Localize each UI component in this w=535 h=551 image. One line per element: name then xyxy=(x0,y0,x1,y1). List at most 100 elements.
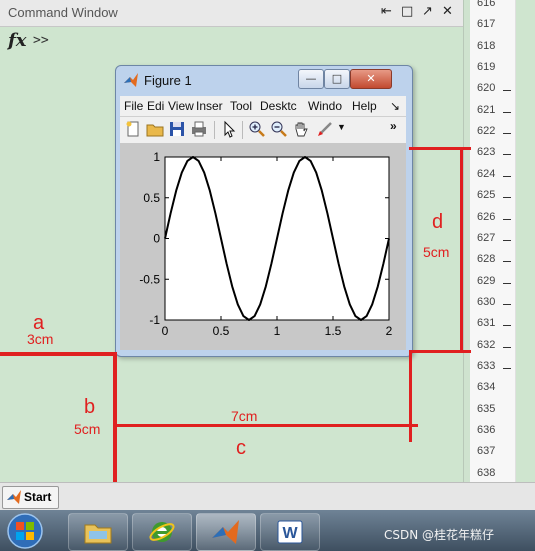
menu-tools[interactable]: Tool xyxy=(230,99,253,113)
line-number: 619 xyxy=(477,61,496,74)
line-number: 630 xyxy=(477,295,496,308)
breakpoint-dash-icon[interactable] xyxy=(503,175,511,177)
y-tick-label: -1 xyxy=(149,313,160,327)
breakpoint-dash-icon[interactable] xyxy=(503,346,511,348)
x-tick-label: 1.5 xyxy=(325,324,342,338)
x-tick-label: 1 xyxy=(274,324,281,338)
line-number: 634 xyxy=(477,381,496,394)
maximize-button[interactable]: □ xyxy=(324,69,350,89)
line-number: 637 xyxy=(477,445,496,458)
breakpoint-dash-icon[interactable] xyxy=(503,197,511,199)
zoom-in-icon[interactable] xyxy=(248,120,266,138)
float-icon[interactable]: ↗ xyxy=(422,4,433,19)
start-label: Start xyxy=(24,490,52,504)
menu-window[interactable]: Windo xyxy=(308,99,343,113)
pointer-icon[interactable] xyxy=(220,120,238,138)
undock-icon[interactable]: ⇤ xyxy=(381,4,392,19)
annotation-line-vertical-left xyxy=(113,352,117,551)
csdn-watermark: CSDN @桂花年糕仔 xyxy=(384,528,495,542)
pan-hand-icon[interactable] xyxy=(292,120,310,138)
brush-dropdown-icon[interactable]: ▼ xyxy=(337,122,346,132)
figure-toolbar: ▼ » xyxy=(120,117,406,144)
editor-code-area[interactable] xyxy=(516,0,535,482)
taskbar-matlab-button[interactable] xyxy=(196,513,256,551)
close-button[interactable]: ✕ xyxy=(350,69,392,89)
menu-help[interactable]: Help xyxy=(352,99,377,113)
annotation-line-vertical-right xyxy=(409,352,412,442)
line-number: 624 xyxy=(477,167,496,180)
word-icon: W xyxy=(277,520,303,544)
breakpoint-dash-icon[interactable] xyxy=(503,90,511,92)
x-tick-label: 2 xyxy=(386,324,393,338)
line-number: 638 xyxy=(477,466,496,479)
annotation-line-top-right xyxy=(409,147,471,150)
x-tick-label: 0.5 xyxy=(213,324,230,338)
taskbar-explorer-button[interactable] xyxy=(68,513,128,551)
windows-taskbar: W CSDN @桂花年糕仔 xyxy=(0,510,535,551)
menu-view[interactable]: View xyxy=(168,99,194,113)
line-number: 636 xyxy=(477,424,496,436)
menu-edit[interactable]: Edi xyxy=(147,99,165,113)
matlab-icon xyxy=(212,520,239,544)
open-folder-icon[interactable] xyxy=(146,120,164,138)
taskbar-ie-button[interactable] xyxy=(132,513,192,551)
breakpoint-dash-icon[interactable] xyxy=(503,325,511,327)
breakpoint-dash-icon[interactable] xyxy=(503,218,511,220)
menu-overflow-icon[interactable]: ↘ xyxy=(390,99,401,113)
function-browser-icon[interactable]: fx xyxy=(8,30,27,51)
annotation-line-d xyxy=(460,147,463,353)
line-number: 625 xyxy=(477,189,496,202)
maximize-icon[interactable]: □ xyxy=(401,4,414,19)
minimize-button[interactable]: — xyxy=(298,69,324,89)
zoom-out-icon[interactable] xyxy=(270,120,288,138)
line-number: 622 xyxy=(477,125,496,138)
series-line xyxy=(164,156,390,321)
line-number: 631 xyxy=(477,317,496,330)
explorer-icon xyxy=(84,524,112,544)
line-number: 629 xyxy=(477,274,496,287)
new-file-icon[interactable] xyxy=(124,120,142,138)
menu-desktop[interactable]: Desktc xyxy=(260,99,297,113)
y-tick-label: 1 xyxy=(153,150,160,164)
breakpoint-dash-icon[interactable] xyxy=(503,303,511,305)
svg-text:W: W xyxy=(282,525,298,542)
annotation-label-c: c xyxy=(236,437,246,459)
line-number: 618 xyxy=(477,39,496,52)
figure-plot-area[interactable]: 0 0.5 1 1.5 2 1 0.5 0 -0.5 -1 xyxy=(120,144,406,350)
line-number: 627 xyxy=(477,231,496,244)
breakpoint-dash-icon[interactable] xyxy=(503,282,511,284)
annotation-label-b: b xyxy=(84,396,96,418)
command-window-titlebar: Command Window ⇤ □ ↗ ✕ xyxy=(0,0,463,27)
taskbar-word-button[interactable]: W xyxy=(260,513,320,551)
breakpoint-dash-icon[interactable] xyxy=(503,261,511,263)
save-icon[interactable] xyxy=(168,120,186,138)
figure-window[interactable]: Figure 1 — □ ✕ File Edi View Inser Tool … xyxy=(115,65,413,357)
command-window-title: Command Window xyxy=(8,5,118,20)
line-number: 617 xyxy=(477,18,496,31)
breakpoint-dash-icon[interactable] xyxy=(503,154,511,156)
breakpoint-dash-icon[interactable] xyxy=(503,367,511,369)
line-number: 623 xyxy=(477,146,496,159)
annotation-line-bottom-right xyxy=(409,350,471,353)
line-number-gutter xyxy=(470,0,516,482)
sine-wave-chart[interactable]: 0 0.5 1 1.5 2 1 0.5 0 -0.5 -1 xyxy=(120,144,406,350)
line-number: 621 xyxy=(477,103,496,116)
windows-orb-icon[interactable] xyxy=(5,512,45,550)
line-number: 633 xyxy=(477,359,496,372)
close-icon[interactable]: ✕ xyxy=(442,4,453,19)
print-icon[interactable] xyxy=(190,120,208,138)
line-number: 635 xyxy=(477,402,496,415)
command-prompt[interactable]: >> xyxy=(33,33,49,48)
annotation-line-c xyxy=(113,424,418,427)
line-number: 628 xyxy=(477,253,496,266)
breakpoint-dash-icon[interactable] xyxy=(503,239,511,241)
breakpoint-dash-icon[interactable] xyxy=(503,133,511,135)
menu-insert[interactable]: Inser xyxy=(196,99,223,113)
toolbar-overflow-icon[interactable]: » xyxy=(390,119,397,133)
line-number: 626 xyxy=(477,210,496,223)
start-button[interactable]: Start xyxy=(2,486,59,509)
menu-file[interactable]: File xyxy=(124,99,144,113)
data-brush-icon[interactable] xyxy=(316,120,334,138)
annotation-value-b: 5cm xyxy=(74,421,101,437)
breakpoint-dash-icon[interactable] xyxy=(503,111,511,113)
